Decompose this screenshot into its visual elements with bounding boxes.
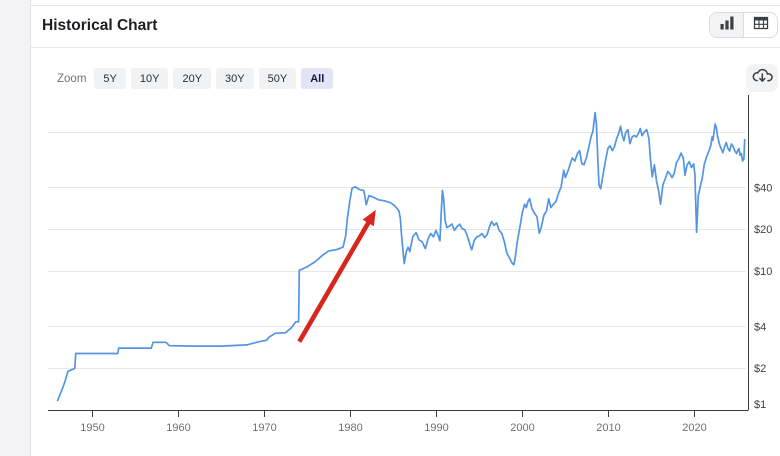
- view-toggle: [709, 12, 778, 38]
- svg-text:$2: $2: [754, 363, 766, 375]
- zoom-button-50y[interactable]: 50Y: [258, 68, 297, 89]
- zoom-button-30y[interactable]: 30Y: [216, 68, 254, 89]
- zoom-button-all[interactable]: All: [301, 68, 334, 89]
- zoom-button-10y[interactable]: 10Y: [130, 68, 169, 89]
- svg-text:1950: 1950: [80, 422, 104, 434]
- bar-chart-icon: [719, 15, 735, 36]
- table-view-button[interactable]: [743, 13, 777, 37]
- svg-text:$4: $4: [754, 321, 766, 333]
- svg-text:1970: 1970: [252, 422, 276, 434]
- gridlines: [48, 132, 746, 411]
- page-left-margin: [0, 0, 31, 456]
- chart-view-button[interactable]: [710, 13, 743, 37]
- zoom-button-5y[interactable]: 5Y: [94, 68, 126, 89]
- zoom-button-20y[interactable]: 20Y: [173, 68, 212, 89]
- svg-text:2000: 2000: [510, 422, 534, 434]
- svg-text:1980: 1980: [338, 422, 362, 434]
- svg-text:$40: $40: [754, 182, 772, 194]
- table-icon: [753, 15, 769, 36]
- svg-text:$20: $20: [754, 224, 772, 236]
- trend-arrow-annotation: [297, 209, 376, 343]
- svg-text:1990: 1990: [424, 422, 448, 434]
- card-header: Historical Chart: [31, 6, 780, 48]
- svg-text:2020: 2020: [682, 422, 706, 434]
- x-axis-labels: 1950 1960 1970 1980 1990 2000 2010 2020: [80, 422, 706, 434]
- zoom-label: Zoom: [57, 72, 87, 85]
- zoom-buttons: 5Y 10Y 20Y 30Y 50Y All: [94, 68, 334, 89]
- page-title: Historical Chart: [42, 17, 158, 34]
- svg-text:2010: 2010: [596, 422, 620, 434]
- price-line-series[interactable]: [56, 111, 746, 402]
- svg-text:$1: $1: [754, 399, 766, 411]
- y-axis-labels: $40 $20 $10 $4 $2 $1: [754, 182, 772, 411]
- svg-text:1960: 1960: [166, 422, 190, 434]
- svg-text:$10: $10: [754, 266, 772, 278]
- zoom-toolbar: Zoom 5Y 10Y 20Y 30Y 50Y All: [57, 68, 334, 89]
- x-axis-ticks: [92, 410, 695, 417]
- cloud-download-icon: [751, 66, 773, 90]
- download-button[interactable]: [746, 64, 778, 92]
